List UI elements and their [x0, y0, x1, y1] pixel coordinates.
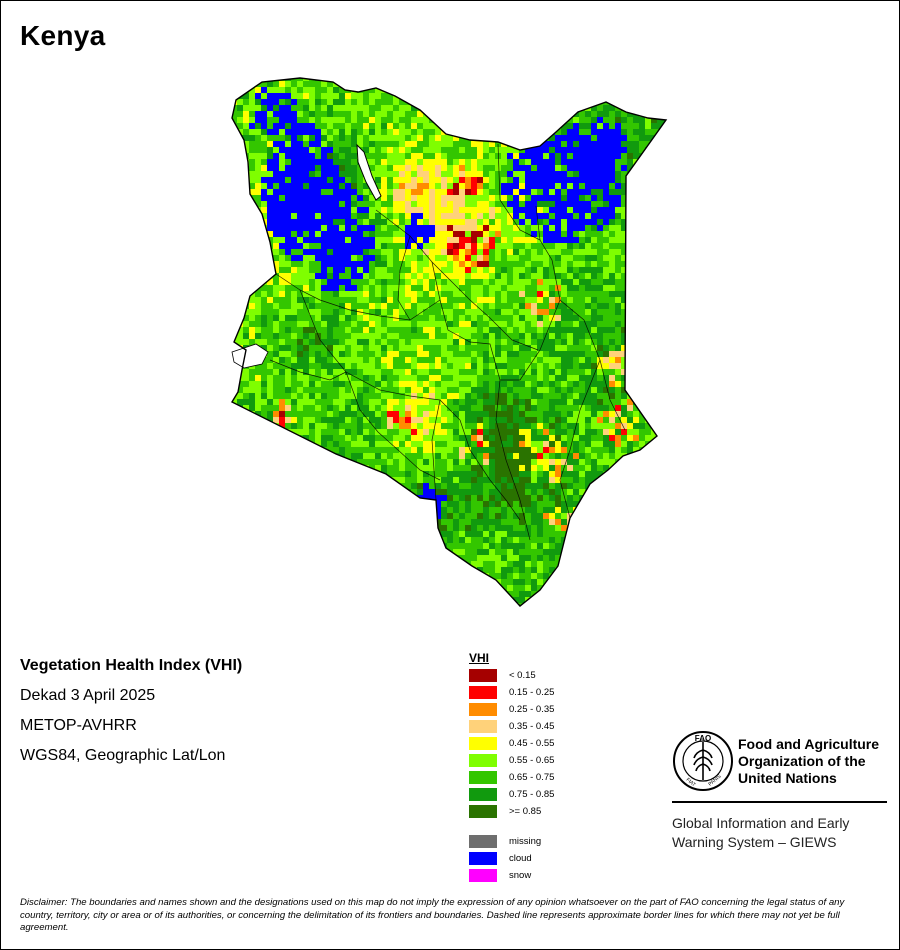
- product-sensor: METOP-AVHRR: [20, 717, 137, 734]
- legend-label: 0.45 - 0.55: [509, 738, 555, 749]
- legend-swatch: [469, 754, 497, 767]
- product-info: Vegetation Health Index (VHI) Dekad 3 Ap…: [20, 657, 242, 777]
- giews-name: Global Information and Early Warning Sys…: [672, 814, 849, 852]
- legend-label: cloud: [509, 853, 532, 864]
- lake-victoria-shore: [231, 343, 269, 369]
- legend-swatch: [469, 788, 497, 801]
- legend-swatch: [469, 669, 497, 682]
- legend-swatch: [469, 869, 497, 882]
- legend-title: VHI: [469, 651, 490, 665]
- legend-label: 0.25 - 0.35: [509, 704, 555, 715]
- legend-swatch: [469, 703, 497, 716]
- giews-line: Warning System – GIEWS: [672, 834, 837, 850]
- fao-divider: [672, 801, 887, 803]
- legend-label: 0.65 - 0.75: [509, 772, 555, 783]
- fao-name-line: Food and Agriculture: [738, 736, 880, 752]
- lake-turkana: [356, 143, 382, 201]
- legend-swatch: [469, 737, 497, 750]
- legend-swatch: [469, 720, 497, 733]
- vhi-map: [231, 77, 667, 607]
- vhi-raster: [232, 78, 666, 606]
- fao-logo-icon: FAO FIAT PANIS: [673, 731, 733, 791]
- legend-label: 0.15 - 0.25: [509, 687, 555, 698]
- legend-swatch: [469, 771, 497, 784]
- map-title: Kenya: [20, 20, 106, 51]
- disclaimer: Disclaimer: The boundaries and names sho…: [20, 897, 845, 933]
- legend-label: 0.75 - 0.85: [509, 789, 555, 800]
- product-projection: WGS84, Geographic Lat/Lon: [20, 747, 226, 764]
- fao-name-line: Organization of the: [738, 753, 866, 769]
- product-period: Dekad 3 April 2025: [20, 687, 156, 704]
- fao-name-line: United Nations: [738, 770, 837, 786]
- fao-name: Food and Agriculture Organization of the…: [738, 736, 879, 787]
- legend-swatch: [469, 686, 497, 699]
- legend-label: missing: [509, 836, 542, 847]
- legend-swatch: [469, 805, 497, 818]
- vhi-legend: VHI < 0.15 0.15 - 0.25 0.25 - 0.35 0.35 - 0…: [469, 651, 554, 882]
- legend-label: 0.35 - 0.45: [509, 721, 555, 732]
- legend-label: >= 0.85: [509, 806, 542, 817]
- giews-line: Global Information and Early: [672, 815, 850, 831]
- legend-label: snow: [509, 870, 532, 881]
- legend-swatch: [469, 852, 497, 865]
- product-heading: Vegetation Health Index (VHI): [20, 657, 243, 674]
- legend-label: 0.55 - 0.65: [509, 755, 555, 766]
- legend-label: < 0.15: [509, 670, 536, 681]
- admin-boundaries: [269, 143, 626, 541]
- legend-swatch: [469, 835, 497, 848]
